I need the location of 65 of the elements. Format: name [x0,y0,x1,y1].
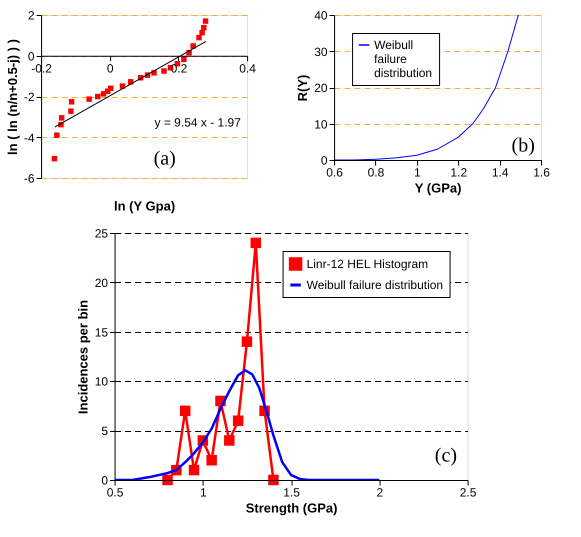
x-tick-label: 1.2 [450,166,468,180]
point [232,415,244,426]
y-tick-label: 5 [101,424,108,438]
y-tick-label: -2 [24,90,35,104]
annotation: (c) [434,444,457,466]
point [190,43,196,49]
y-tick-label: 10 [94,374,108,389]
point [199,30,205,36]
point [108,86,114,92]
point [224,435,235,446]
y-tick-label: 30 [314,44,328,59]
y-tick-label: 2 [28,8,35,22]
annotation: (a) [154,147,176,170]
y-axis-title: ln ( ln (n/n+0.5-j) ) ) [4,39,20,155]
y-tick-label: 15 [94,325,108,340]
x-tick-label: 1.4 [492,166,509,180]
point [181,56,187,62]
x-tick-label: 2.5 [460,486,477,500]
point [52,156,58,162]
point [188,464,200,476]
legend-label: Linr-12 HEL Histogram [306,257,428,271]
point [196,34,202,40]
point [161,68,167,74]
y-tick-label: 0 [101,474,108,488]
annotation: (b) [512,134,535,156]
legend-label: Weibull failure distribution [374,38,432,80]
x-tick-label: 0.2 [170,61,188,76]
point [180,406,190,416]
point [68,108,74,114]
point [54,132,60,138]
y-tick-label: 0 [320,154,328,168]
y-axis-title: R(Y) [295,74,310,102]
x-tick-label: 1 [414,166,422,180]
y-tick-label: 40 [314,8,328,22]
y-tick-label: -4 [24,130,35,145]
point [201,24,207,30]
point [86,96,92,102]
x-axis-title: Y (GPa) [414,180,462,196]
x-tick-label: 0.5 [106,486,124,500]
x-tick-label: 0.4 [239,61,256,76]
x-axis-title: Strength (GPa) [246,500,338,516]
point [68,99,74,105]
x-tick-label: 0.8 [368,166,385,180]
y-axis-title: Incidences per bin [76,300,91,414]
y-tick-label: 0 [28,49,35,64]
point [250,238,262,248]
y-tick-label: 10 [314,117,328,132]
x-axis-title: ln (Y Gpa) [114,198,176,214]
y-tick-label: 25 [94,226,108,240]
y-tick-label: 20 [94,276,108,290]
x-tick-label: 0.6 [326,166,344,180]
point [58,115,64,121]
legend-label: Weibull failure distribution [306,278,444,292]
y-tick-label: 20 [314,81,328,95]
point [206,454,217,466]
point [94,94,100,100]
line-series [114,369,381,480]
annotation: y = 9.54 x - 1.97 [154,116,242,130]
x-tick-label: 1 [200,486,207,500]
point [202,18,208,24]
y-tick-label: -6 [24,172,35,186]
x-tick-label: 1.5 [283,486,300,500]
x-tick-label: 2 [376,486,384,500]
x-tick-label: 1.6 [533,166,550,180]
point [242,336,252,347]
